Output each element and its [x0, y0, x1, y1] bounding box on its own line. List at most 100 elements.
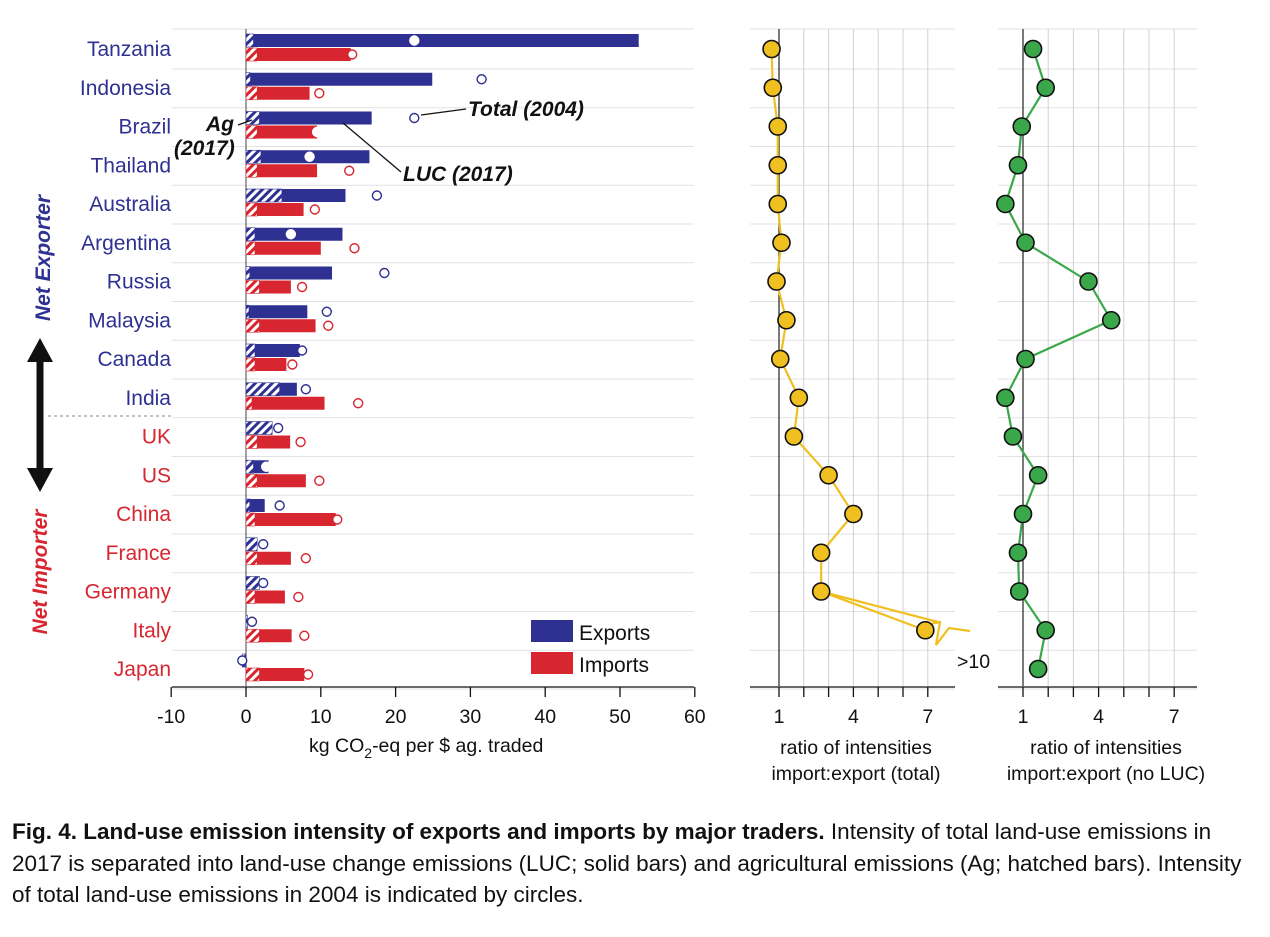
- import-luc-bar: [251, 396, 325, 410]
- import-ag-bar: [245, 590, 256, 604]
- ratio-noluc-point: [1101, 310, 1121, 330]
- import-total-2004-circle: [295, 436, 306, 448]
- export-ag-bar: [245, 188, 283, 203]
- ratio-total-point: [768, 117, 788, 136]
- bar-x-title-part: kg CO: [309, 735, 364, 757]
- ratio-total-point: [789, 388, 809, 408]
- import-ag-bar: [245, 667, 260, 682]
- double-arrow-down-head: [27, 468, 53, 492]
- import-total-2004-circle: [299, 630, 310, 641]
- export-total-2004-circle: [258, 539, 269, 550]
- country-label: Tanzania: [87, 38, 171, 61]
- import-luc-bar: [254, 513, 336, 526]
- total-annotation: Total (2004): [468, 98, 584, 121]
- import-total-2004-circle: [349, 243, 360, 254]
- export-ag-bar: [245, 227, 256, 242]
- double-arrow-up-head: [27, 338, 53, 362]
- export-total-2004-circle: [272, 422, 284, 434]
- export-luc-bar: [260, 150, 370, 164]
- export-luc-bar: [254, 344, 300, 357]
- ratio-total-tick-label: 1: [774, 706, 785, 728]
- export-total-2004-circle: [304, 151, 315, 162]
- import-luc-bar: [254, 590, 285, 604]
- figure-caption: Fig. 4. Land-use emission intensity of e…: [12, 816, 1247, 911]
- ag-pointer: [237, 119, 253, 126]
- import-ag-bar: [245, 396, 253, 411]
- country-label: Malaysia: [88, 309, 171, 332]
- export-luc-bar: [279, 382, 297, 396]
- export-luc-bar: [249, 266, 333, 280]
- ratio-total-point: [784, 427, 804, 446]
- ratio-total-panel: >10 1 4 7 ratio of intensities import:export …: [750, 39, 990, 785]
- import-ag-bar: [245, 473, 258, 488]
- caption-text: Intensity of total land-use emissions in…: [12, 819, 1242, 907]
- import-ag-bar: [245, 47, 258, 62]
- bar-x-tick-label: 50: [609, 706, 631, 728]
- bar-chart-panel: -10 0 10 20 30 40 50 60 kg CO2-eq per $ ag. trad…: [157, 29, 706, 761]
- export-ag-bar: [245, 459, 254, 474]
- ag-annotation: Ag: [205, 113, 234, 136]
- ratio-noluc-title-line1: ratio of intensities: [1030, 737, 1182, 759]
- bar-x-tick-label: 30: [460, 706, 482, 728]
- import-luc-bar: [254, 358, 287, 371]
- import-ag-bar: [245, 86, 258, 101]
- ratio-total-point: [916, 620, 935, 640]
- land-use-emission-chart: -10 0 10 20 30 40 50 60 kg CO2-eq per $ ag. trad…: [27, 28, 1205, 785]
- ratio-noluc-point: [1079, 272, 1098, 291]
- import-luc-bar: [257, 125, 318, 139]
- import-ag-bar: [245, 241, 256, 256]
- ratio-noluc-point: [1036, 78, 1055, 98]
- ratio-total-point: [763, 78, 783, 98]
- import-luc-bar: [257, 86, 310, 100]
- import-ag-bar: [245, 628, 260, 643]
- import-ag-bar: [245, 357, 256, 372]
- export-total-2004-circle: [258, 577, 269, 589]
- export-ag-bar: [245, 498, 251, 513]
- import-ag-bar: [245, 551, 258, 566]
- country-label: Indonesia: [80, 77, 171, 100]
- import-luc-bar: [254, 241, 321, 255]
- country-label: Brazil: [118, 116, 171, 139]
- ratio-noluc-point: [1013, 504, 1033, 524]
- country-labels: Tanzania Indonesia Brazil Thailand Australia…: [27, 38, 172, 681]
- export-luc-bar: [250, 72, 433, 86]
- export-total-2004-circle: [296, 345, 308, 356]
- ratio-total-point: [811, 543, 831, 563]
- import-total-2004-circle: [353, 398, 364, 409]
- country-label: Argentina: [81, 232, 171, 255]
- export-total-2004-circle: [300, 384, 312, 395]
- legend-exports-swatch: [531, 620, 573, 642]
- ratio-noluc-point: [1012, 117, 1032, 136]
- bar-x-tick-label: 60: [684, 706, 706, 728]
- export-ag-bar: [245, 421, 273, 435]
- country-label: UK: [142, 426, 171, 449]
- country-label: Australia: [89, 193, 171, 216]
- import-total-2004-circle: [287, 359, 298, 370]
- legend-imports-swatch: [531, 652, 573, 674]
- ratio-noluc-point: [996, 388, 1015, 408]
- ratio-total-point: [777, 310, 796, 330]
- bar-x-axis-title: kg CO2-eq per $ ag. traded: [309, 735, 543, 761]
- ratio-total-title-line2: import:export (total): [771, 763, 940, 785]
- export-luc-bar: [249, 499, 265, 512]
- import-ag-bar: [245, 125, 258, 139]
- country-label: France: [106, 542, 171, 565]
- export-total-2004-circle: [246, 616, 258, 627]
- net-importer-label: Net Importer: [29, 508, 52, 635]
- ratio-noluc-point: [996, 194, 1015, 214]
- export-ag-bar: [245, 304, 250, 319]
- bar-x-tick-label: 20: [385, 706, 407, 728]
- gridlines: [172, 28, 1197, 690]
- export-ag-bar: [245, 576, 260, 590]
- export-ag-bar: [245, 343, 256, 358]
- ratio-total-point: [770, 349, 790, 369]
- ratio-noluc-point: [1008, 155, 1028, 175]
- ratio-total-tick-label: 7: [922, 706, 933, 728]
- ratio-total-break: [925, 620, 971, 646]
- import-ag-bar: [245, 202, 258, 217]
- ratio-noluc-point: [1003, 427, 1023, 446]
- country-label: India: [125, 387, 171, 410]
- bar-x-tick-label: 0: [241, 706, 252, 728]
- bar-x-tick-label: 10: [310, 706, 332, 728]
- export-total-2004-circle: [409, 112, 420, 124]
